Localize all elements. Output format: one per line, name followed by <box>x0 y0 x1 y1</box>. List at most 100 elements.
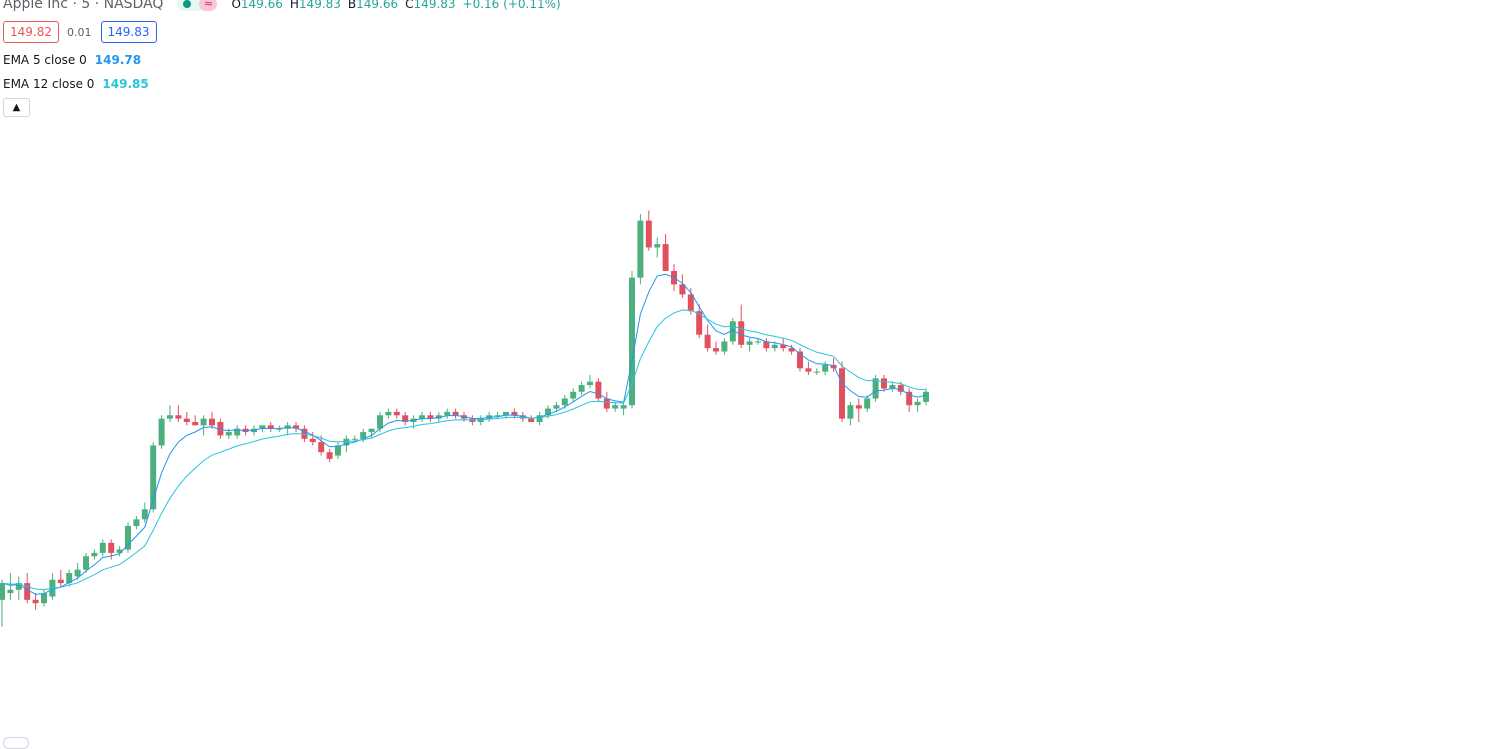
candle-body <box>855 405 862 409</box>
candle-body <box>704 334 711 349</box>
candle-body <box>217 421 224 436</box>
candle-body <box>746 341 753 345</box>
candle-body <box>906 391 913 406</box>
candle-body <box>24 583 31 600</box>
ohlc-values: O149.66 H149.83 B149.66 C149.83 +0.16 (+… <box>231 0 560 11</box>
candle-body <box>141 509 148 520</box>
candle-body <box>192 421 199 426</box>
candle-body <box>108 542 115 553</box>
candle-body <box>326 452 333 459</box>
candle-body <box>32 599 39 604</box>
ohlc-open-label: O <box>231 0 241 11</box>
candle-body <box>267 425 274 429</box>
candle-body <box>923 391 929 402</box>
candle-body <box>66 573 73 584</box>
candle-body <box>293 425 299 429</box>
candle-body <box>183 418 190 422</box>
candle-body <box>561 398 568 406</box>
candle-body <box>847 405 854 419</box>
indicator-value: 149.85 <box>102 77 149 91</box>
candle-body <box>444 411 451 416</box>
candle-body <box>780 344 787 349</box>
chart-legend: Apple Inc · 5 · NASDAQ ≈ O149.66 H149.83… <box>0 0 900 130</box>
ohlc-close-label: C <box>405 0 414 11</box>
market-status-badge[interactable]: ≈ <box>177 0 218 11</box>
candle-body <box>889 385 896 389</box>
spread-value: 0.01 <box>67 25 92 39</box>
candle-body <box>150 445 157 510</box>
candle-body <box>393 411 400 416</box>
candle-body <box>729 321 736 342</box>
ohlc-high-value: 149.83 <box>298 0 341 11</box>
candle-body <box>377 415 383 429</box>
candle-body <box>637 220 644 278</box>
candle-body <box>335 445 341 456</box>
candle-body <box>713 348 719 352</box>
candle-body <box>620 405 627 409</box>
buy-price-button[interactable]: 149.83 <box>100 21 157 43</box>
collapse-legend-button[interactable]: ▲ <box>3 98 30 117</box>
trade-buttons: 149.82 0.01 149.83 <box>3 21 157 43</box>
candle-body <box>167 415 173 419</box>
candle-body <box>805 368 812 372</box>
candle-body <box>528 418 535 422</box>
ohlc-b-label: B <box>347 0 357 11</box>
ohlc-high-label: H <box>289 0 299 11</box>
candle-body <box>209 418 215 426</box>
candle-body <box>679 284 686 295</box>
status-dot-icon <box>183 0 192 8</box>
candle-body <box>797 351 803 369</box>
ohlc-change: +0.16 (+0.11%) <box>462 0 561 11</box>
candle-body <box>629 277 635 406</box>
candle-body <box>578 385 585 392</box>
candle-body <box>225 432 232 436</box>
candle-body <box>318 442 325 453</box>
candle-body <box>477 418 484 422</box>
candle-body <box>309 438 316 443</box>
indicator-ema-5[interactable]: EMA 5 close 0 149.78 <box>3 53 141 67</box>
ema-12-line <box>1 309 927 591</box>
candle-body <box>755 341 761 343</box>
candle-body <box>822 364 829 372</box>
sell-price-button[interactable]: 149.82 <box>3 21 59 43</box>
candle-body <box>15 583 22 590</box>
candle-body <box>687 294 694 312</box>
candle-body <box>813 371 820 373</box>
candle-body <box>41 593 47 604</box>
candle-body <box>419 415 425 419</box>
candle-body <box>587 381 593 386</box>
candle-body <box>385 411 392 416</box>
candle-body <box>74 569 81 577</box>
candle-body <box>234 428 241 436</box>
candle-body <box>738 321 745 345</box>
candle-body <box>654 244 661 248</box>
symbol-title[interactable]: Apple Inc · 5 · NASDAQ <box>3 0 164 12</box>
candle-body <box>83 556 89 570</box>
candle-body <box>864 398 871 409</box>
candle-body <box>276 428 283 430</box>
candle-body <box>125 526 131 550</box>
candle-body <box>91 552 98 557</box>
candle-body <box>301 428 308 439</box>
candle-body <box>351 438 358 440</box>
candle-body <box>7 589 14 594</box>
candle-body <box>511 411 518 416</box>
candle-body <box>200 418 207 426</box>
candle-body <box>721 341 728 352</box>
ohlc-b-value: 149.66 <box>356 0 399 11</box>
candle-body <box>788 348 795 352</box>
candle-body <box>259 425 266 429</box>
candle-body <box>914 401 921 406</box>
indicator-ema-12[interactable]: EMA 12 close 0 149.85 <box>3 77 149 91</box>
candle-body <box>427 415 434 419</box>
indicator-name: EMA 12 close 0 <box>3 77 95 91</box>
candle-body <box>763 341 770 349</box>
candle-body <box>536 415 543 422</box>
candle-body <box>402 415 409 422</box>
candle-body <box>645 220 652 248</box>
candle-body <box>612 405 619 409</box>
candle-body <box>360 432 367 439</box>
candle-body <box>452 411 459 416</box>
candle-body <box>662 244 669 271</box>
